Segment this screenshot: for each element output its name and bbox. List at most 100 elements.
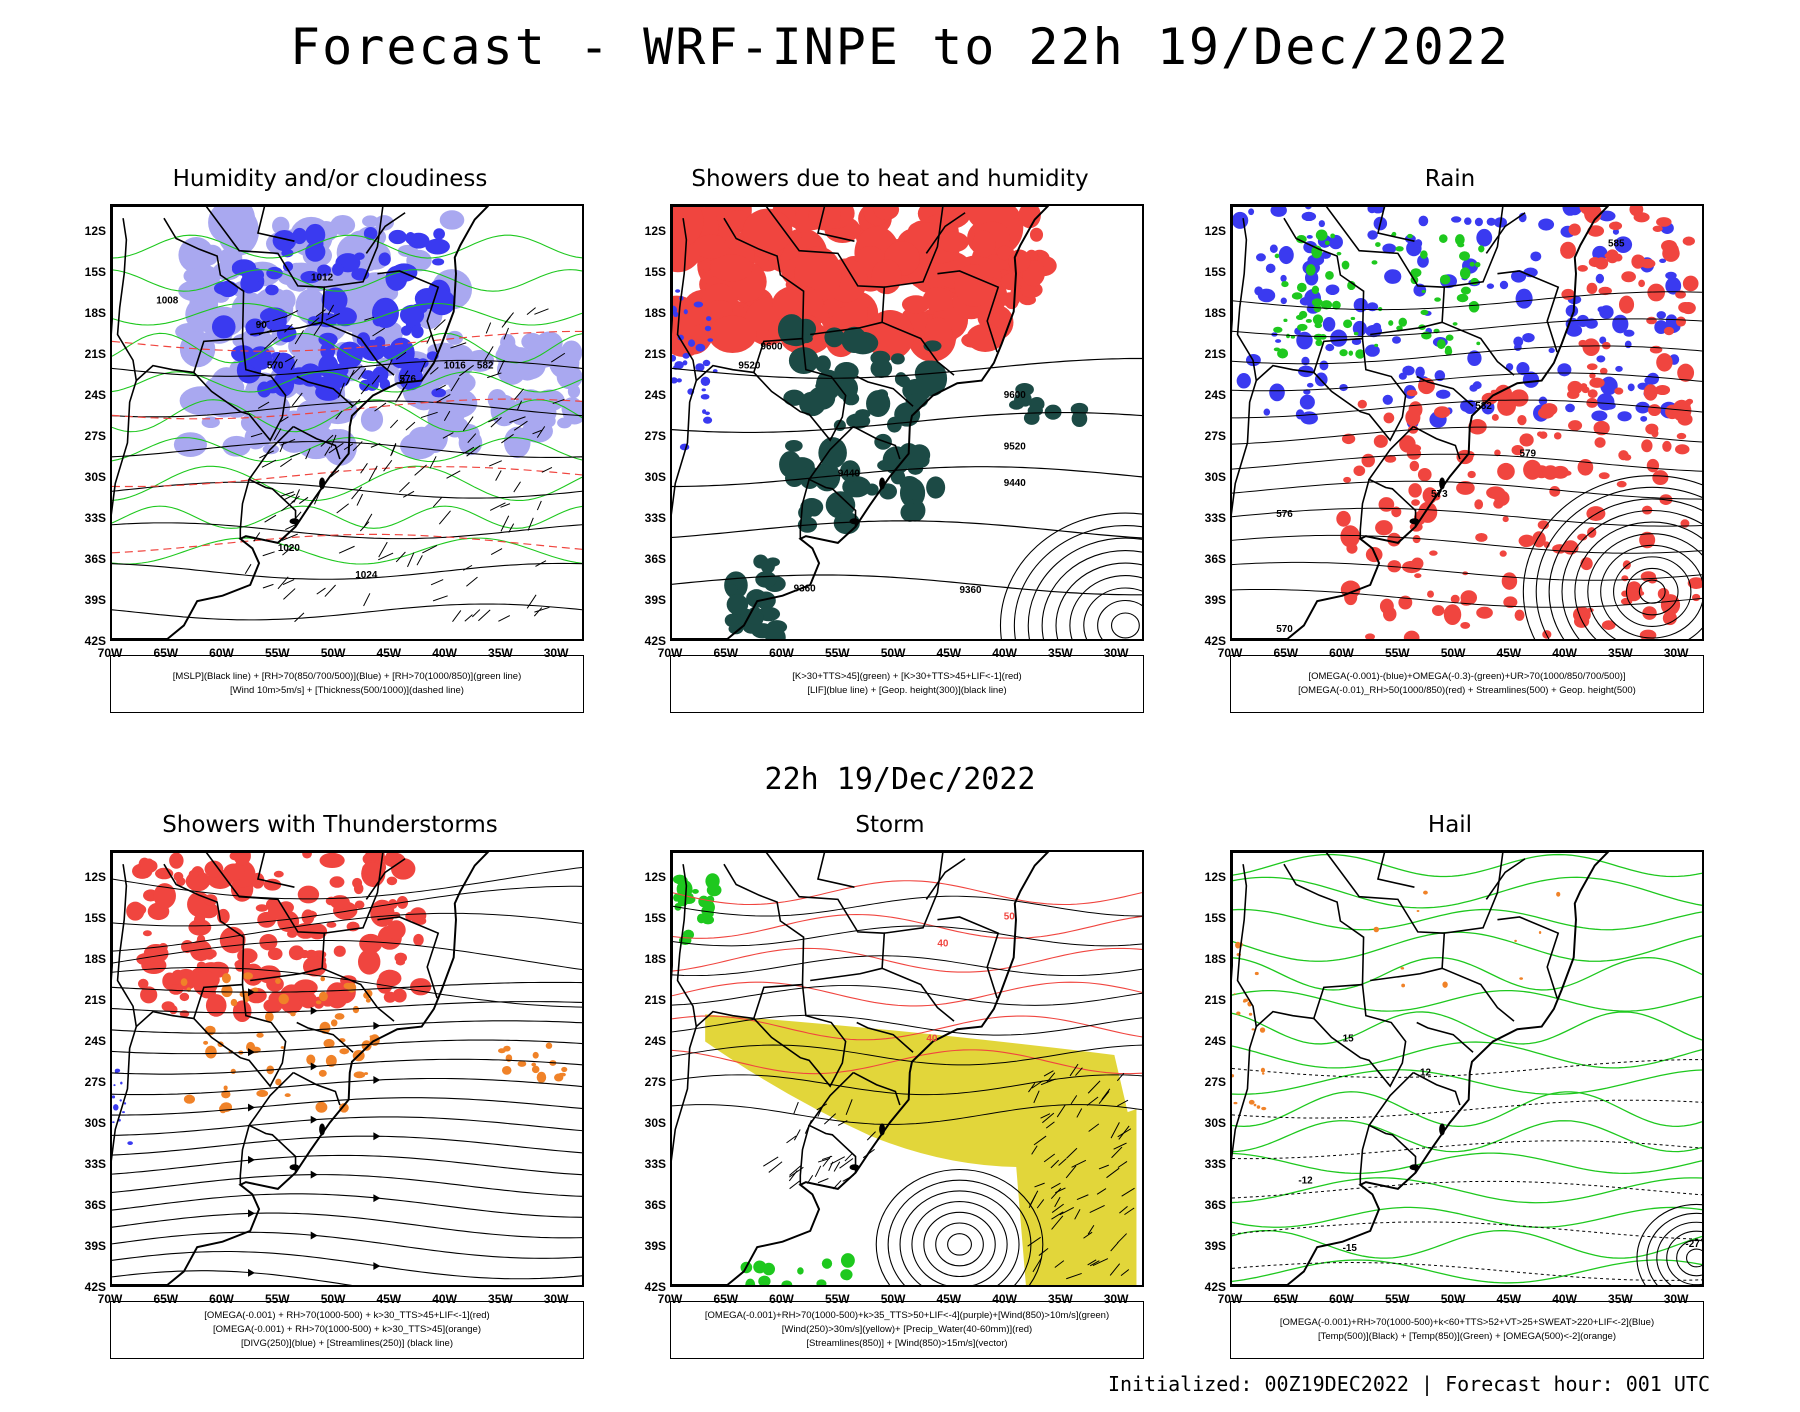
wind-arrow	[436, 394, 451, 403]
blob	[700, 393, 710, 400]
blob	[265, 284, 279, 296]
blob	[448, 372, 476, 394]
blob	[1297, 323, 1308, 331]
blob	[672, 377, 678, 384]
wind-arrow	[432, 497, 443, 508]
blob	[1556, 891, 1561, 897]
wind-arrow	[1076, 1194, 1089, 1201]
blob	[901, 295, 930, 314]
panel-title: Showers due to heat and humidity	[691, 166, 1089, 192]
blob	[359, 933, 383, 954]
lat-tick-label: 21S	[644, 347, 666, 362]
wind-arrow	[818, 1157, 831, 1163]
blob	[1343, 476, 1352, 483]
blob	[1486, 283, 1495, 289]
wind-arrow	[426, 333, 432, 344]
legend-line: [OMEGA(-0.01)_RH>50(1000/850)(red) + Str…	[1298, 685, 1636, 696]
border-line	[1485, 858, 1526, 900]
streamline-ring	[947, 1233, 972, 1256]
wind-green-area	[672, 873, 722, 946]
lat-tick-label: 39S	[84, 1239, 106, 1253]
wind-arrow	[536, 426, 546, 438]
blob	[1594, 437, 1606, 448]
border-line	[256, 206, 295, 242]
wind-arrow	[351, 486, 363, 500]
blob	[1630, 587, 1638, 594]
blob	[315, 1000, 322, 1005]
blob	[1522, 371, 1540, 388]
blob	[179, 992, 190, 1002]
blob	[199, 247, 219, 266]
blob	[1577, 533, 1588, 541]
wind-arrow	[1051, 1203, 1064, 1213]
blob	[1305, 264, 1316, 276]
panel-rain: Rain 585 582 579 576 573 570 12S 15S 18S 21S 24S 2…	[1190, 166, 1710, 766]
wind-arrow	[1089, 1260, 1100, 1267]
mslp-contour	[112, 522, 582, 540]
blob	[1586, 282, 1598, 294]
lon-tick-label: 55W	[264, 646, 290, 660]
blob	[1303, 389, 1311, 395]
wind-arrow	[395, 551, 406, 563]
wind-arrow	[845, 1099, 853, 1115]
streamline	[672, 1044, 1142, 1066]
wind-arrow	[793, 1101, 799, 1115]
wind-arrow	[446, 470, 461, 479]
blob	[1261, 1106, 1267, 1111]
blob	[127, 1141, 133, 1145]
blob	[386, 876, 398, 886]
blob	[1420, 309, 1429, 316]
wind-arrow	[793, 1129, 801, 1141]
blob	[900, 502, 920, 522]
blob	[1514, 343, 1522, 351]
wind-arrow	[459, 364, 474, 377]
blob	[1373, 434, 1388, 448]
streamline-arrow	[373, 1262, 381, 1271]
blob	[318, 354, 339, 378]
blob	[1283, 318, 1288, 323]
streamline-arrow	[373, 1132, 381, 1141]
wind-arrow	[817, 1178, 829, 1184]
blob	[433, 228, 445, 240]
geop-ring	[1613, 556, 1692, 627]
wind-arrow	[1040, 1078, 1056, 1086]
blob	[1517, 414, 1527, 426]
blob	[1459, 251, 1470, 261]
blob	[369, 1035, 375, 1038]
contour-label: 15	[1343, 1033, 1355, 1044]
blob	[1617, 411, 1632, 422]
blob	[1474, 217, 1483, 227]
blob	[1600, 376, 1618, 396]
blob	[1603, 401, 1616, 410]
blob	[672, 206, 704, 247]
lat-tick-label: 21S	[1204, 347, 1226, 362]
blob	[1566, 390, 1580, 400]
contour-label: 1016	[444, 360, 467, 371]
streamline-arrow	[310, 1231, 318, 1240]
streamline	[1232, 534, 1702, 554]
streamline	[1232, 588, 1702, 608]
border-line	[377, 916, 440, 999]
lat-tick-label: 33S	[84, 511, 106, 526]
lon-tick-label: 40W	[432, 1292, 457, 1306]
lon-tick-label: 60W	[769, 1292, 794, 1306]
legend-box: [K>30+TTS>45](green) + [K>30+TTS>45+LIF<…	[670, 655, 1144, 713]
wind-arrow	[1033, 1135, 1047, 1146]
blob	[1656, 311, 1667, 319]
lat-tick-label: 18S	[1204, 952, 1226, 967]
border-line	[365, 858, 406, 900]
blob	[211, 315, 236, 339]
border-line	[1359, 1125, 1370, 1185]
wind-arrow	[1028, 1082, 1036, 1093]
wind-arrow	[360, 383, 370, 395]
blob	[356, 272, 395, 303]
lat-tick-label: 27S	[644, 1075, 666, 1090]
lat-tick-label: 15S	[644, 911, 666, 926]
streamline-arrow	[248, 1103, 255, 1112]
blob	[1675, 444, 1690, 455]
lon-tick-label: 35W	[1608, 646, 1633, 660]
blob	[1648, 404, 1661, 417]
temp850-contour	[1232, 1091, 1702, 1128]
blob	[1434, 370, 1446, 382]
blob	[137, 978, 149, 989]
